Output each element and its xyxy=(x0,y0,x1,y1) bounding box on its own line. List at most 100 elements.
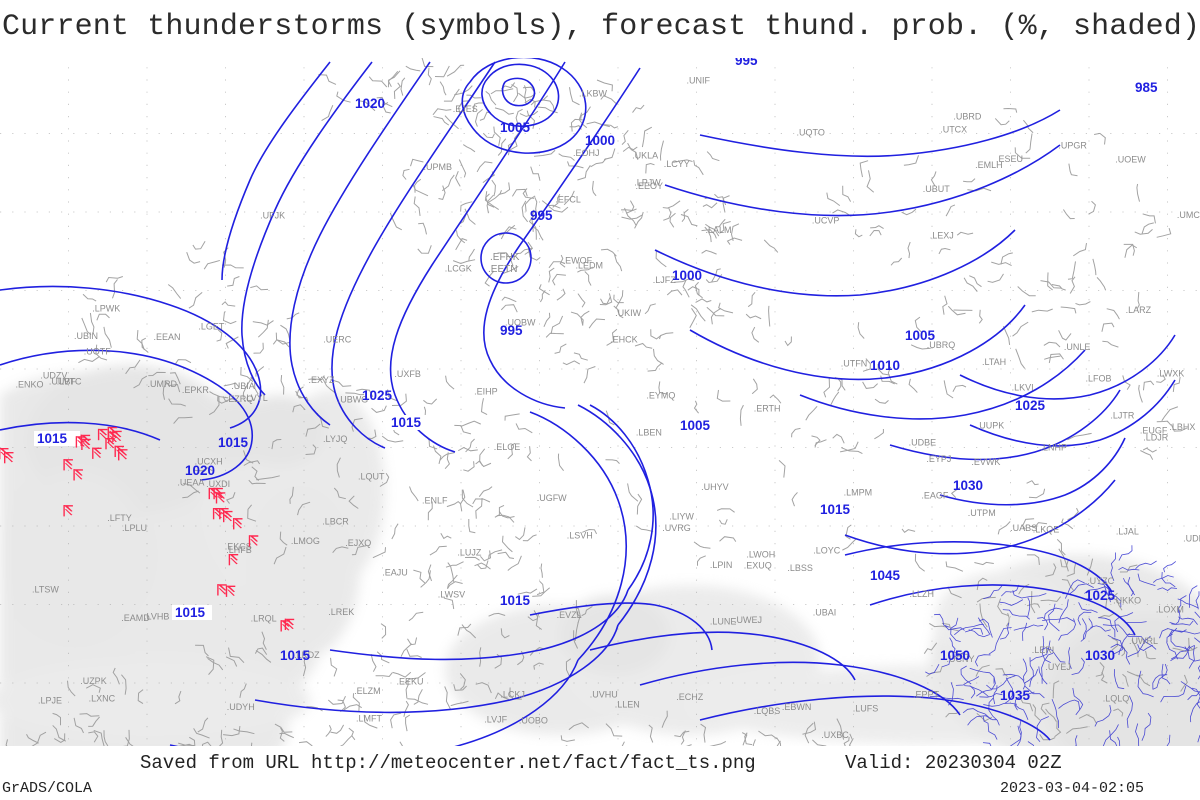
svg-text:.UMRD: .UMRD xyxy=(148,379,178,389)
svg-text:.UXBC: .UXBC xyxy=(821,730,849,740)
svg-text:.UGFW: .UGFW xyxy=(537,493,567,503)
svg-text:.LPLU: .LPLU xyxy=(122,523,147,533)
svg-text:.UKIW: .UKIW xyxy=(615,308,642,318)
svg-text:.UBIA: .UBIA xyxy=(231,381,255,391)
svg-text:.LBHX: .LBHX xyxy=(1169,422,1195,432)
svg-text:.UWEJ: .UWEJ xyxy=(734,615,762,625)
svg-text:.UDBE: .UDBE xyxy=(909,438,937,448)
svg-text:.ELZM: .ELZM xyxy=(354,686,381,696)
svg-text:.LQBS: .LQBS xyxy=(754,706,781,716)
svg-text:.UDZV: .UDZV xyxy=(40,371,67,381)
svg-text:.UMCD: .UMCD xyxy=(1177,210,1200,220)
svg-text:1030: 1030 xyxy=(1085,648,1115,663)
svg-text:.LLEN: .LLEN xyxy=(615,700,640,710)
svg-text:.LUNE: .LUNE xyxy=(710,617,737,627)
svg-text:.LFOB: .LFOB xyxy=(1086,374,1112,384)
svg-text:.LPIN: .LPIN xyxy=(710,560,733,570)
svg-text:.LVJF: .LVJF xyxy=(484,714,507,724)
svg-text:.EEOY: .EEOY xyxy=(636,181,664,191)
svg-text:.UWRL: .UWRL xyxy=(1129,636,1158,646)
svg-text:1025: 1025 xyxy=(362,388,393,403)
svg-text:.UBRD: .UBRD xyxy=(953,112,982,122)
svg-text:1025: 1025 xyxy=(1085,588,1116,603)
svg-text:1025: 1025 xyxy=(1015,398,1046,413)
svg-text:.UKLA: .UKLA xyxy=(632,150,658,160)
svg-text:.UFJK: .UFJK xyxy=(260,210,285,220)
svg-text:.LREK: .LREK xyxy=(328,607,354,617)
svg-text:.LSVH: .LSVH xyxy=(567,531,593,541)
svg-text:.EYPJ: .EYPJ xyxy=(926,454,951,464)
svg-text:.UPMB: .UPMB xyxy=(424,162,453,172)
svg-text:.UYEJ: .UYEJ xyxy=(1045,662,1071,672)
svg-text:.LVYL: .LVYL xyxy=(244,393,268,403)
svg-text:.EFHK: .EFHK xyxy=(490,252,520,263)
svg-text:1005: 1005 xyxy=(905,328,936,343)
svg-text:.ECHZ: .ECHZ xyxy=(676,692,704,702)
svg-text:.UTPM: .UTPM xyxy=(968,508,996,518)
svg-text:.UVRG: .UVRG xyxy=(662,523,691,533)
svg-text:.LUJZ: .LUJZ xyxy=(457,548,482,558)
svg-text:1015: 1015 xyxy=(175,605,206,620)
svg-text:.UZPK: .UZPK xyxy=(80,676,107,686)
svg-text:.LBEN: .LBEN xyxy=(636,428,662,438)
svg-text:.UPGR: .UPGR xyxy=(1058,141,1087,151)
svg-text:1015: 1015 xyxy=(820,502,851,517)
svg-text:985: 985 xyxy=(1135,80,1158,95)
svg-text:.LYJQ: .LYJQ xyxy=(323,434,347,444)
svg-text:.ELOE: .ELOE xyxy=(494,442,521,452)
svg-text:.UOTF: .UOTF xyxy=(84,347,111,357)
svg-text:.LQUT: .LQUT xyxy=(358,471,385,481)
svg-text:.UQTO: .UQTO xyxy=(797,128,825,138)
svg-text:1030: 1030 xyxy=(953,478,983,493)
svg-text:1005: 1005 xyxy=(500,120,531,135)
svg-text:.LALM: .LALM xyxy=(706,225,732,235)
svg-text:.ERTH: .ERTH xyxy=(754,403,781,413)
svg-text:.UVHU: .UVHU xyxy=(590,689,618,699)
svg-text:.LXNC: .LXNC xyxy=(89,694,116,704)
svg-text:1000: 1000 xyxy=(585,133,615,148)
svg-text:1020: 1020 xyxy=(185,463,215,478)
svg-text:.EAJU: .EAJU xyxy=(382,567,408,577)
svg-text:.LMFT: .LMFT xyxy=(356,714,383,724)
svg-text:.UHYV: .UHYV xyxy=(701,482,729,492)
svg-text:995: 995 xyxy=(500,323,523,338)
svg-text:.EMLH: .EMLH xyxy=(975,160,1003,170)
svg-text:.LPWK: .LPWK xyxy=(92,303,120,313)
svg-text:.LQLQ: .LQLQ xyxy=(1103,694,1130,704)
svg-text:.LBSS: .LBSS xyxy=(787,563,813,573)
svg-text:.LEXJ: .LEXJ xyxy=(930,230,954,240)
svg-text:.LARZ: .LARZ xyxy=(1126,305,1152,315)
svg-text:.EPPT: .EPPT xyxy=(913,690,940,700)
svg-text:.LPJE: .LPJE xyxy=(38,696,62,706)
svg-text:.LGET: .LGET xyxy=(198,322,225,332)
svg-text:.LTSW: .LTSW xyxy=(32,585,59,595)
svg-text:.LDJR: .LDJR xyxy=(1143,433,1169,443)
svg-text:1015: 1015 xyxy=(218,435,249,450)
svg-text:.LWXK: .LWXK xyxy=(1157,369,1184,379)
svg-text:.UABS: .UABS xyxy=(1010,523,1037,533)
svg-text:.UUPK: .UUPK xyxy=(977,421,1005,431)
svg-text:.UOEW: .UOEW xyxy=(1115,155,1146,165)
svg-text:1015: 1015 xyxy=(280,648,311,663)
svg-text:.UKKO: .UKKO xyxy=(1113,596,1141,606)
svg-text:1035: 1035 xyxy=(1000,688,1031,703)
svg-text:.EPKR: .EPKR xyxy=(182,385,210,395)
svg-text:1045: 1045 xyxy=(870,568,901,583)
svg-text:.LVHB: .LVHB xyxy=(144,611,169,621)
svg-text:1020: 1020 xyxy=(355,96,385,111)
svg-text:.EAGF: .EAGF xyxy=(921,491,949,501)
svg-text:.ENLF: .ENLF xyxy=(422,495,448,505)
svg-text:.UXDI: .UXDI xyxy=(206,479,230,489)
svg-text:.EIHP: .EIHP xyxy=(474,386,498,396)
svg-text:.LUFS: .LUFS xyxy=(853,703,879,713)
svg-text:.EJXQ: .EJXQ xyxy=(345,538,371,548)
svg-text:1015: 1015 xyxy=(500,593,531,608)
svg-text:.LERI: .LERI xyxy=(1032,645,1055,655)
svg-text:.LJAL: .LJAL xyxy=(1116,526,1139,536)
svg-text:.EOHJ: .EOHJ xyxy=(573,148,600,158)
svg-text:.UXFB: .UXFB xyxy=(394,369,421,379)
svg-text:1050: 1050 xyxy=(940,648,970,663)
svg-text:.LTAH: .LTAH xyxy=(982,357,1006,367)
svg-text:.LWSV: .LWSV xyxy=(438,590,465,600)
svg-text:.EBWN: .EBWN xyxy=(782,702,812,712)
